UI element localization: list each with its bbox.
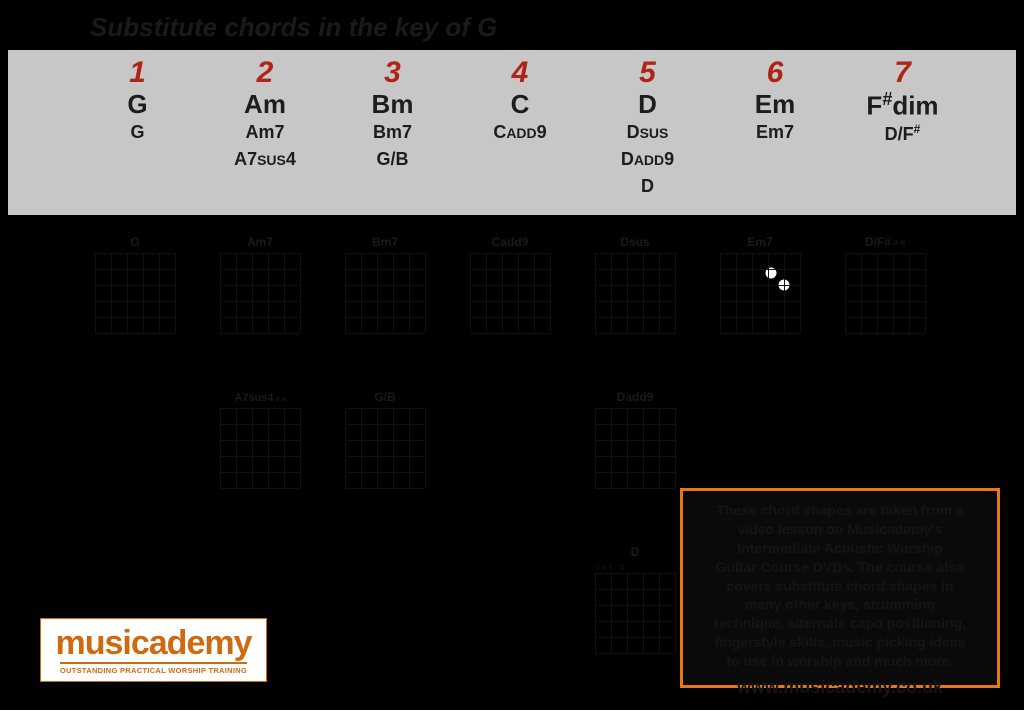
degree-col-3: 3 Bm Bm7 G/B [335,58,450,200]
info-line: These chord shapes are taken from a [691,501,989,520]
fretboard [595,408,675,488]
degree-main: C [511,90,530,119]
logo-tagline: OUTSTANDING PRACTICAL WORSHIP TRAINING [60,662,247,675]
degree-main: G [127,90,147,119]
chord-sheet: Substitute chords in the key of G 1 G G … [0,0,1024,710]
chord-label: Cadd9 [470,235,550,249]
degree-col-6: 6 Em Em7 [718,58,833,200]
info-box: These chord shapes are taken from a vide… [680,488,1000,688]
chord-diagram-gb: G/B [345,390,425,488]
degree-main: Em [755,90,795,119]
info-line: many other keys, strumming [691,595,989,614]
chord-diagram-dadd9: Dadd9 [595,390,675,488]
chord-label: G [95,235,175,249]
fretboard [720,253,800,333]
chord-head: int.3 [595,563,677,572]
degree-sub: CADD9 [493,119,546,146]
fretboard [345,408,425,488]
chord-label: Am7 [220,235,300,249]
fretboard [95,253,175,333]
info-line: to use in worship and much more. [691,652,989,671]
degree-sub: DADD9 [621,146,674,173]
degree-num: 1 [129,58,146,88]
degree-num: 4 [512,58,529,88]
chord-label: G/B [345,390,425,404]
degree-num: 7 [894,58,911,88]
degree-num: 2 [257,58,274,88]
chord-diagram-cadd9: Cadd9 [470,235,550,333]
degree-col-1: 1 G G [80,58,195,200]
chord-diagram-dfs: D/F# o o [845,235,925,333]
chord-label: Dsus [595,235,675,249]
chord-diagram-am7: Am7 [220,235,300,333]
degree-sub: G [130,119,144,146]
degree-sub: D/F# [885,120,921,148]
page-title: Substitute chords in the key of G [90,12,497,43]
degree-main: D [638,90,657,119]
degree-sub: G/B [376,146,408,173]
degree-num: 3 [384,58,401,88]
degree-num: 6 [767,58,784,88]
fretboard [220,253,300,333]
fretboard [345,253,425,333]
degree-main: Am [244,90,286,119]
info-line: Guitar Course DVDs. The course also [691,558,989,577]
chord-label: A7sus4 o x [220,390,300,404]
fretboard [595,573,675,653]
degree-col-7: 7 F#dim D/F# [845,58,960,200]
degree-sub: Am7 [245,119,284,146]
chord-label: D/F# o o [845,235,925,249]
degree-sub: DSUS [627,119,669,146]
chord-diagram-g: G [95,235,175,333]
degree-sub: Bm7 [373,119,412,146]
info-url: www.musicademy.co.uk [691,675,989,699]
fretboard [470,253,550,333]
chord-label: D [595,545,675,559]
chord-diagram-d: Dint.3 [595,545,675,653]
chord-label: Em7 [720,235,800,249]
info-line: Intermediate Acoustic Worship [691,539,989,558]
fretboard [595,253,675,333]
degree-columns: 1 G G 2 Am Am7 A7SUS4 3 Bm Bm7 G/B 4 C C… [80,58,960,200]
info-line: video lesson on Musicademy's [691,520,989,539]
degree-col-4: 4 C CADD9 [463,58,578,200]
fretboard [220,408,300,488]
chord-diagram-dsus: Dsus [595,235,675,333]
info-line: technique, alternate capo positioning, [691,614,989,633]
chord-label: Bm7 [345,235,425,249]
degree-main: F#dim [866,90,938,120]
degree-sub: A7SUS4 [234,146,296,173]
degree-col-5: 5 D DSUS DADD9 D [590,58,705,200]
info-line: covers substitute chord shapes in [691,577,989,596]
chord-diagram-em7: Em7 [720,235,800,333]
chord-diagram-bm7: Bm7 [345,235,425,333]
degree-sub: Em7 [756,119,794,146]
degree-main: Bm [372,90,414,119]
fretboard [845,253,925,333]
degree-sub: D [641,173,654,200]
logo-brand: musicademy [56,626,252,660]
chord-label: Dadd9 [595,390,675,404]
info-line: fingerstyle skills, music picking ideas [691,633,989,652]
musicademy-logo: musicademy OUTSTANDING PRACTICAL WORSHIP… [40,618,267,682]
chord-diagram-a7sus4: A7sus4 o x [220,390,300,488]
degree-num: 5 [639,58,656,88]
degree-col-2: 2 Am Am7 A7SUS4 [208,58,323,200]
